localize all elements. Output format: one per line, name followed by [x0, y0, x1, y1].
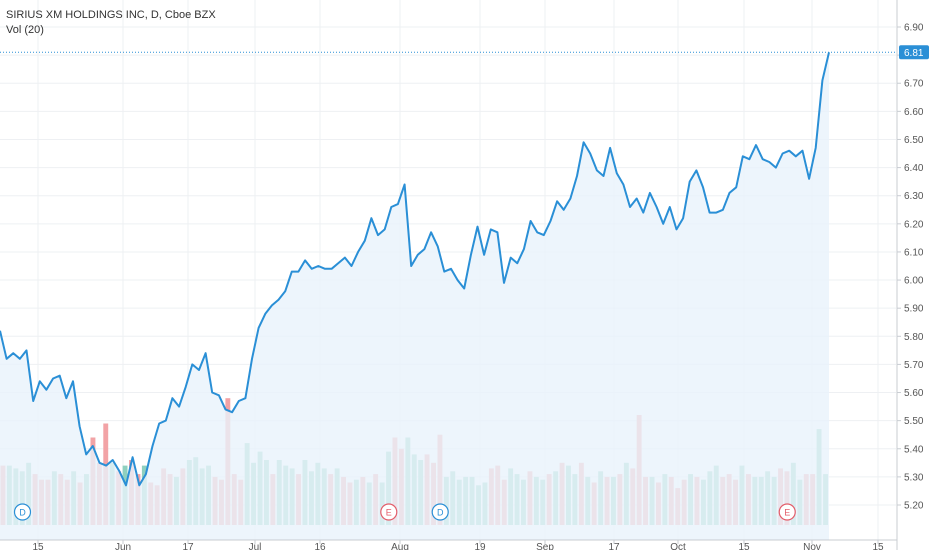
x-axis: 15 Jun 17 Jul 16 Aug 19 Sep 17 Oct 15 Nov 15 [0, 539, 897, 550]
y-tick-label: 5.30 [904, 472, 924, 483]
earnings-marker-circle [380, 503, 398, 521]
y-tick-label: 6.10 [904, 247, 924, 258]
y-tick-label: 6.40 [904, 163, 924, 174]
last-price-label: 6.81 [899, 45, 929, 60]
dividend-marker[interactable]: D [13, 503, 32, 521]
volume-indicator-label[interactable]: Vol (20) [6, 24, 44, 36]
earnings-marker-label: E [784, 508, 790, 518]
y-tick-label: 6.50 [904, 135, 924, 146]
y-tick-label: 6.30 [904, 191, 924, 202]
y-tick-label: 5.60 [904, 388, 924, 399]
last-price-badge [899, 45, 929, 60]
earnings-marker[interactable]: E [380, 503, 398, 521]
y-tick-label: 5.20 [904, 501, 924, 512]
y-tick-label: 6.70 [904, 79, 924, 90]
earnings-marker-circle [778, 503, 796, 521]
earnings-marker-label: E [386, 508, 392, 518]
x-tick-label: 17 [608, 542, 620, 550]
last-price-value: 6.81 [904, 48, 924, 59]
y-tick-label: 6.00 [904, 276, 924, 287]
dividend-marker-label: D [437, 508, 444, 518]
earnings-marker[interactable]: E [778, 503, 796, 521]
x-tick-label: Sep [536, 542, 554, 550]
y-axis: 5.20 5.30 5.40 5.50 5.60 5.70 5.80 5.90 6.00 6.10… [896, 0, 924, 550]
x-tick-label: Jun [115, 542, 131, 550]
x-tick-label: 15 [32, 542, 44, 550]
price-area-fill [0, 52, 829, 541]
x-tick-label: Aug [391, 542, 409, 550]
x-tick-label: 17 [182, 542, 194, 550]
x-tick-label: 16 [314, 542, 326, 550]
x-tick-label: 19 [474, 542, 486, 550]
dividend-marker-circle [431, 503, 449, 521]
x-tick-label: 15 [738, 542, 750, 550]
x-tick-label: Nov [803, 542, 821, 550]
price-line [0, 52, 830, 487]
x-tick-label: Oct [670, 542, 686, 550]
y-tick-label: 6.20 [904, 219, 924, 230]
dividend-marker[interactable]: D [431, 503, 449, 521]
y-tick-label: 6.60 [904, 107, 924, 118]
x-tick-label: Jul [249, 542, 262, 550]
dividend-marker-label: D [19, 508, 26, 518]
y-tick-label: 6.90 [904, 23, 924, 34]
chart-title: SIRIUS XM HOLDINGS INC, D, Cboe BZX [6, 9, 216, 21]
y-tick-label: 5.40 [904, 444, 924, 455]
y-tick-label: 5.90 [904, 304, 924, 315]
y-tick-label: 5.70 [904, 360, 924, 371]
y-tick-label: 5.80 [904, 332, 924, 343]
x-tick-label: 15 [872, 542, 884, 550]
dividend-marker-circle [13, 503, 32, 521]
y-tick-label: 5.50 [904, 416, 924, 427]
chart-legend: SIRIUS XM HOLDINGS INC, D, Cboe BZX Vol … [6, 8, 216, 38]
